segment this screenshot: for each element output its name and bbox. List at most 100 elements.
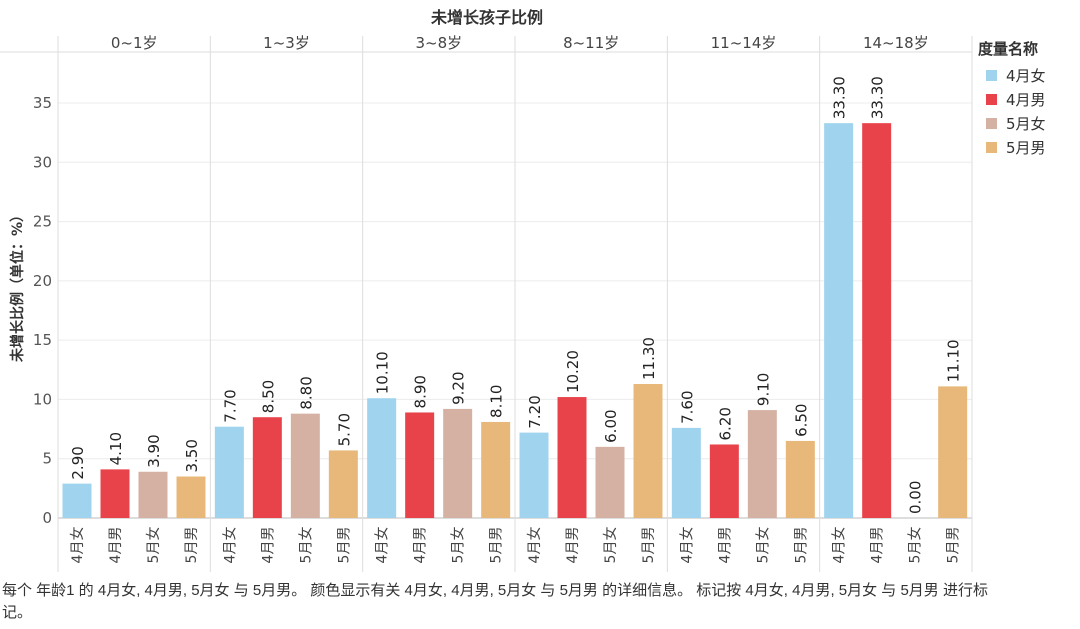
data-label: 6.50 <box>792 404 810 437</box>
bar <box>138 471 168 518</box>
x-category-label: 5月男 <box>641 527 657 564</box>
x-category-label: 4月男 <box>717 527 733 564</box>
bar <box>62 483 92 518</box>
x-category-label: 4月男 <box>870 527 886 564</box>
bar <box>290 413 320 518</box>
x-category-label: 5月男 <box>184 527 200 564</box>
bar <box>519 432 549 518</box>
y-tick-label: 10 <box>33 390 52 408</box>
legend: 度量名称 4月女 4月男 5月女 5月男 <box>978 38 1046 159</box>
group-header: 3~8岁 <box>416 34 463 52</box>
data-label: 7.20 <box>526 395 544 428</box>
data-label: 3.90 <box>145 434 163 467</box>
x-category-label: 5月男 <box>336 527 352 564</box>
bar <box>785 440 815 518</box>
bar <box>633 384 663 518</box>
x-category-label: 5月女 <box>145 527 162 564</box>
legend-swatch <box>986 117 997 129</box>
bar <box>252 417 282 518</box>
data-label: 8.50 <box>259 380 277 413</box>
data-label: 9.20 <box>450 372 468 405</box>
x-category-label: 4月男 <box>565 527 581 564</box>
group-header: 1~3岁 <box>263 34 310 52</box>
bar <box>328 450 358 518</box>
y-tick-label: 35 <box>33 94 52 112</box>
data-label: 8.80 <box>297 376 315 409</box>
chart-caption: 每个 年龄1 的 4月女, 4月男, 5月女 与 5月男。 颜色显示有关 4月女… <box>2 582 988 621</box>
x-category-label: 5月女 <box>907 527 924 564</box>
legend-swatch <box>986 69 997 81</box>
x-category-label: 5月男 <box>489 527 505 564</box>
data-label: 3.50 <box>183 439 201 472</box>
x-category-label: 4月女 <box>526 527 543 564</box>
legend-item: 4月女 <box>978 63 1046 87</box>
x-category-label: 5月女 <box>297 527 314 564</box>
legend-swatch <box>986 93 997 105</box>
x-category-label: 5月男 <box>793 527 809 564</box>
data-label: 10.20 <box>564 350 582 393</box>
data-label: 33.30 <box>869 76 887 119</box>
data-label: 8.90 <box>412 375 430 408</box>
bar <box>671 427 701 518</box>
data-label: 0.00 <box>907 481 925 514</box>
bar <box>176 476 206 518</box>
data-label: 5.70 <box>335 413 353 446</box>
bar <box>100 469 130 518</box>
x-category-label: 5月男 <box>946 527 962 564</box>
legend-item: 4月男 <box>978 87 1046 111</box>
legend-label: 5月女 <box>1006 114 1046 133</box>
bar <box>824 123 854 519</box>
data-label: 6.20 <box>716 407 734 440</box>
y-tick-label: 5 <box>42 450 52 468</box>
bar <box>367 398 397 518</box>
bar <box>862 123 892 519</box>
data-label: 11.10 <box>945 339 963 382</box>
bar <box>938 386 968 518</box>
bar <box>557 397 587 518</box>
legend-label: 4月女 <box>1006 66 1046 85</box>
x-category-label: 5月女 <box>602 527 619 564</box>
y-tick-label: 15 <box>33 331 52 349</box>
legend-label: 5月男 <box>1006 138 1046 157</box>
bar <box>443 408 473 518</box>
group-header: 0~1岁 <box>111 34 158 52</box>
group-header: 14~18岁 <box>863 34 929 52</box>
x-category-label: 5月女 <box>450 527 467 564</box>
x-category-label: 4月男 <box>108 527 124 564</box>
data-label: 2.90 <box>69 446 87 479</box>
y-axis-label: 未增长比例（单位：%） <box>9 208 26 362</box>
x-category-label: 4月女 <box>678 527 695 564</box>
x-category-label: 4月女 <box>831 527 848 564</box>
legend-title: 度量名称 <box>978 40 1039 58</box>
data-label: 8.10 <box>488 385 506 418</box>
bar <box>595 446 625 518</box>
bar <box>709 444 739 518</box>
y-tick-label: 20 <box>33 272 52 290</box>
data-label: 10.10 <box>374 351 392 394</box>
data-label: 7.70 <box>221 389 239 422</box>
x-category-label: 4月女 <box>374 527 391 564</box>
data-label: 7.60 <box>678 390 696 423</box>
legend-swatch <box>986 141 997 153</box>
bar <box>747 410 777 518</box>
x-category-label: 4月女 <box>221 527 238 564</box>
chart-title: 未增长孩子比例 <box>430 8 543 27</box>
x-category-label: 4月男 <box>413 527 429 564</box>
bar <box>481 421 511 518</box>
x-category-label: 4月女 <box>69 527 86 564</box>
y-tick-label: 30 <box>33 153 52 171</box>
y-tick-label: 0 <box>42 509 52 527</box>
y-tick-label: 25 <box>33 213 52 231</box>
data-label: 11.30 <box>640 337 658 380</box>
data-label: 33.30 <box>831 76 849 119</box>
group-header: 11~14岁 <box>711 34 777 52</box>
legend-item: 5月女 <box>978 111 1046 135</box>
x-category-label: 5月女 <box>754 527 771 564</box>
data-label: 9.10 <box>754 373 772 406</box>
bar <box>405 412 435 518</box>
legend-label: 4月男 <box>1006 90 1046 109</box>
group-header: 8~11岁 <box>563 34 619 52</box>
legend-item: 5月男 <box>978 135 1046 159</box>
data-label: 4.10 <box>107 432 125 465</box>
